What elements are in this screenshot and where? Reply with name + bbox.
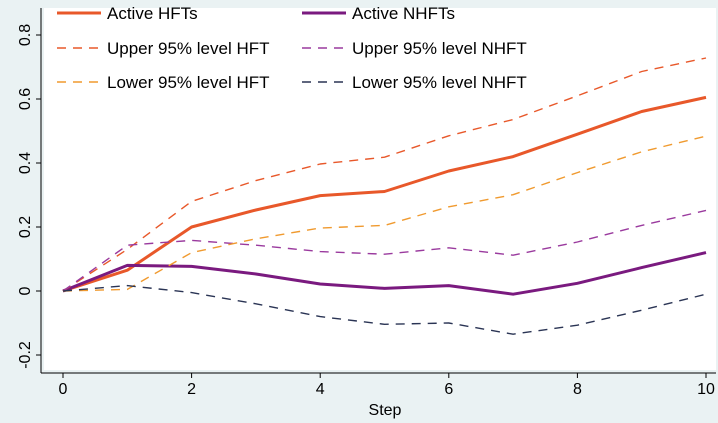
legend-label: Lower 95% level NHFT	[352, 73, 527, 92]
legend-label: Active HFTs	[107, 4, 198, 23]
x-tick-label: 8	[573, 381, 582, 398]
x-tick-label: 10	[697, 381, 715, 398]
y-tick-label: 0.4	[17, 152, 34, 174]
y-tick-label: 0.2	[17, 216, 34, 238]
legend-label: Active NHFTs	[352, 4, 455, 23]
series-line-2	[62, 57, 707, 292]
plot-area	[44, 8, 716, 370]
x-tick-label: 4	[316, 381, 325, 398]
legend-label: Upper 95% level HFT	[107, 39, 270, 58]
series-line-1	[62, 251, 707, 296]
series-line-5	[62, 284, 707, 335]
legend-label: Lower 95% level HFT	[107, 73, 270, 92]
y-tick-label: -0.2	[17, 341, 34, 369]
y-tick-label: 0.6	[17, 88, 34, 110]
legend-label: Upper 95% level NHFT	[352, 39, 527, 58]
x-tick-label: 0	[59, 381, 68, 398]
x-tick-label: 2	[187, 381, 196, 398]
series-line-3	[62, 209, 707, 292]
y-tick-label: 0.8	[17, 24, 34, 46]
series-line-0	[62, 95, 707, 293]
x-tick-label: 6	[444, 381, 453, 398]
y-tick-label: 0	[17, 286, 34, 295]
x-axis-title: Step	[369, 402, 402, 419]
series-line-4	[62, 135, 707, 292]
